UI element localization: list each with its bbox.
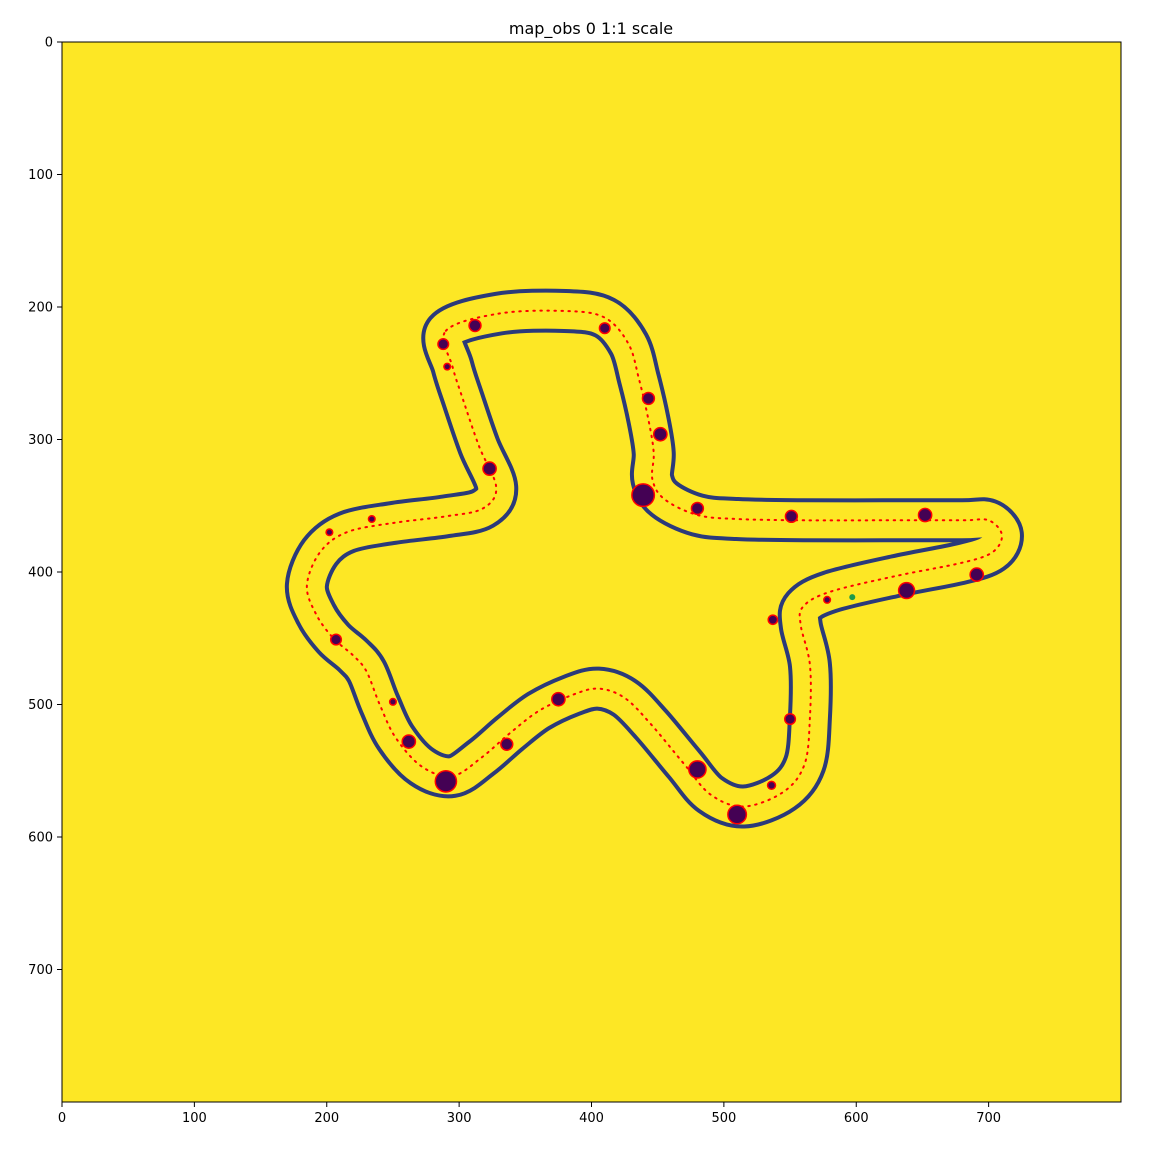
y-tick-label: 0 [45,36,53,51]
obstacle-marker [482,461,497,477]
x-tick-label: 600 [844,1111,869,1126]
x-tick-label: 100 [182,1111,207,1126]
y-tick-label: 200 [28,301,53,316]
obstacle-marker [641,391,656,406]
obstacle-marker [388,697,397,706]
x-tick-label: 700 [976,1111,1001,1126]
obstacle-marker [401,734,417,749]
obstacle-marker [500,737,514,751]
axes: 0 100 200 300 400 500 600 700 0 100 200 300 400 500 60… [28,36,1122,1126]
obstacle-marker [766,780,777,791]
obstacle-marker [434,770,458,793]
x-tick-label: 400 [579,1111,604,1126]
track-centerline [305,309,1003,808]
chart-title: map_obs 0 1:1 scale [509,19,673,39]
plot-area [62,42,1121,1102]
start-point-marker [849,594,856,601]
y-tick-label: 400 [28,566,53,581]
y-tick-label: 600 [28,831,53,846]
obstacle-marker [652,426,668,442]
y-tick-label: 100 [28,168,53,183]
obstacle-marker [329,633,343,646]
x-tick-label: 300 [447,1111,472,1126]
obstacle-marker [598,322,611,335]
y-tick-label: 500 [28,698,53,713]
y-tick-label: 300 [28,433,53,448]
obstacle-marker [767,614,779,626]
obstacle-marker [917,507,933,523]
obstacle-marker [551,691,566,707]
obstacle-marker [784,509,799,524]
obstacle-marker [727,804,748,825]
obstacle-marker [784,713,797,726]
obstacle-marker [367,514,376,524]
y-tick-label: 700 [28,963,53,978]
x-tick-label: 0 [58,1111,66,1126]
x-tick-label: 500 [711,1111,736,1126]
obstacle-marker [969,567,985,583]
obstacle-marker [437,338,450,351]
obstacle-marker [631,483,656,508]
obstacle-marker [690,501,705,516]
obstacle-marker [823,595,832,604]
obstacle-marker [688,760,707,779]
obstacle-marker [325,528,334,537]
obstacle-marker [468,318,482,333]
obstacle-marker [897,581,916,600]
obstacle-marker [443,362,452,371]
x-tick-label: 200 [314,1111,339,1126]
